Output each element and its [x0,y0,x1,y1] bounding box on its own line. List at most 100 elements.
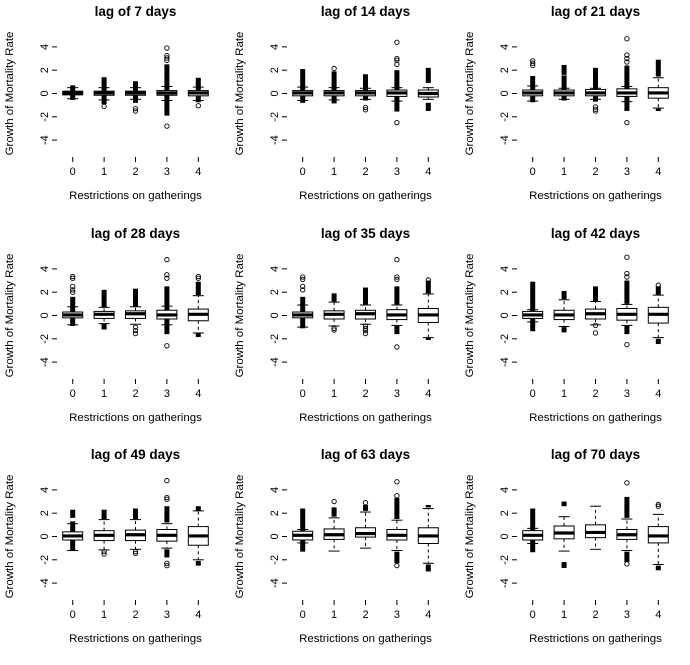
y-tick-label: -2 [39,555,51,565]
outlier-stack [70,510,76,519]
x-tick-label: 3 [164,166,170,178]
outlier-stack [394,551,400,564]
outlier-stack [624,280,630,304]
outlier-point [394,119,400,126]
y-tick-label: -4 [39,357,51,367]
boxplot-cat-4 [187,506,209,566]
outlier-point [394,276,400,282]
outlier-point [164,342,170,349]
boxplot-cat-4 [647,502,669,571]
outlier-point [195,275,201,281]
y-axis-label: Growth of Mortality Rate [464,475,476,599]
x-tick-label: 4 [195,388,201,400]
x-tick-label: 4 [195,166,201,178]
outlier-stack [101,323,107,330]
outlier-point [132,105,139,112]
y-tick-label: -2 [269,555,281,565]
outlier-point [300,286,306,293]
x-tick-label: 3 [394,166,400,178]
panel-lag-of-21-days: lag of 21 days Growth of Mortality Rate Re… [460,0,690,222]
outlier-stack [195,77,201,103]
x-tick-label: 2 [592,166,598,178]
panel-background [0,443,230,665]
panel-title: lag of 28 days [91,226,180,241]
outlier-stack [561,562,567,569]
panel-background [0,0,230,222]
outlier-point [70,286,76,293]
outlier-stack [655,565,661,571]
panel-background [0,221,230,444]
y-tick-label: 0 [499,312,511,318]
outlier-point [101,103,107,109]
panel-title: lag of 49 days [91,447,180,462]
outlier-stack [425,337,431,340]
panel-lag-of-28-days: lag of 28 days Growth of Mortality Rate Re… [0,221,230,444]
outlier-point [101,551,107,557]
boxplot-cat-1 [553,501,575,569]
y-axis-label: Growth of Mortality Rate [4,32,16,156]
boxplot-cat-0 [62,510,84,552]
x-tick-label: 0 [530,166,536,178]
y-tick-label: -2 [499,112,511,122]
outlier-stack [331,293,337,302]
y-tick-label: 2 [499,510,511,516]
panel-title: lag of 35 days [321,226,410,241]
boxplot-cat-4 [187,273,209,337]
panel-lag-of-42-days: lag of 42 days Growth of Mortality Rate Re… [460,221,690,444]
y-tick-label: 0 [269,534,281,540]
boxplot-cat-3 [156,256,178,349]
x-tick-label: 2 [132,609,138,621]
outlier-point [394,274,400,280]
outlier-point [331,325,337,331]
outlier-point [331,499,337,505]
panel-lag-of-7-days: lag of 7 days Growth of Mortality Rate Res… [0,0,230,222]
x-axis-label: Restrictions on gatherings [529,633,662,645]
y-tick-label: 2 [269,289,281,295]
x-tick-label: 4 [425,388,431,400]
boxplot-cat-2 [584,67,606,114]
outlier-point [300,283,306,289]
y-tick-label: -4 [269,135,281,145]
outlier-stack [425,505,431,508]
outlier-point [132,551,139,557]
y-tick-label: 4 [269,487,281,493]
outlier-stack [592,286,598,301]
x-tick-label: 4 [655,388,661,400]
outlier-stack [362,74,368,101]
outlier-point [164,271,170,278]
boxplot-cat-2 [124,288,146,336]
outlier-point [624,254,630,260]
y-tick-label: -4 [499,135,511,145]
x-tick-label: 3 [394,609,400,621]
x-tick-label: 2 [362,388,368,400]
y-tick-label: -4 [39,579,51,589]
outlier-stack [362,505,368,512]
y-tick-label: 0 [269,312,281,318]
boxplot-cat-0 [62,273,84,326]
x-tick-label: 4 [655,609,661,621]
outlier-stack [561,290,567,299]
panel-title: lag of 42 days [551,226,640,241]
boxplot-cat-2 [584,286,606,336]
outlier-stack [101,77,107,104]
outlier-point [164,563,170,569]
x-tick-label: 1 [561,388,567,400]
boxplot-cat-2 [354,74,376,113]
boxplot-cat-0 [292,274,314,328]
outlier-stack [655,108,661,111]
boxplot-cat-3 [156,478,178,569]
x-tick-label: 1 [561,609,567,621]
outlier-point [592,106,599,112]
outlier-point [624,36,630,42]
y-tick-label: -2 [499,334,511,344]
outlier-stack [394,325,400,334]
panel-background [230,443,460,665]
outlier-point [195,103,201,109]
y-axis-label: Growth of Mortality Rate [464,253,476,377]
y-tick-label: 4 [269,265,281,271]
x-axis-label: Restrictions on gatherings [529,190,662,202]
outlier-point [164,55,170,61]
outlier-stack [624,497,630,519]
y-tick-label: 4 [39,487,51,493]
outlier-point [624,119,630,126]
